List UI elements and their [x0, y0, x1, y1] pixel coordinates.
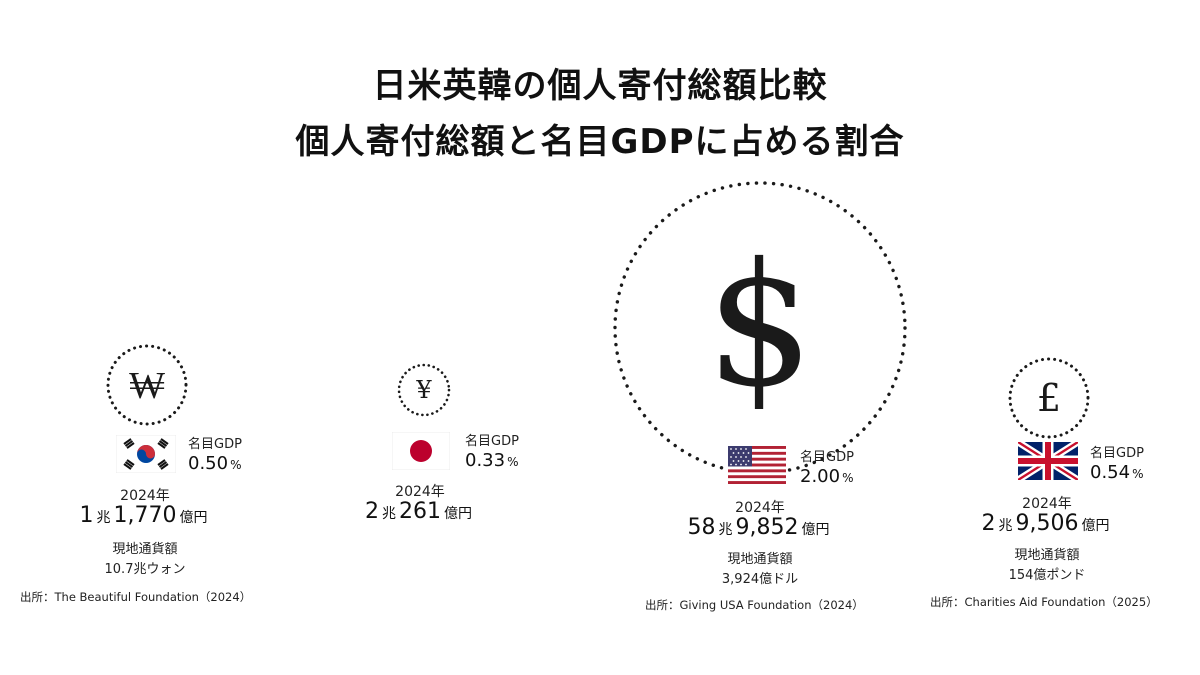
korea-gdp-label: 名目GDP	[188, 437, 242, 452]
korea-amount: 1 兆 1,770 億円	[79, 503, 208, 528]
pound-icon: £	[1036, 376, 1062, 420]
japan-gdp-label: 名目GDP	[465, 434, 519, 449]
usa-flag-icon	[728, 446, 786, 488]
korea-currency-ring: ₩	[105, 343, 189, 427]
uk-currency-ring: £	[1007, 356, 1091, 440]
usa-local-currency: 現地通貨額 3,924億ドル	[721, 552, 799, 587]
korea-source: 出所：The Beautiful Foundation（2024）	[20, 590, 252, 604]
usa-amount: 58 兆 9,852 億円	[687, 515, 830, 540]
uk-flag-icon	[1016, 439, 1080, 484]
japan-gdp-value: 0.33%	[465, 450, 519, 471]
usa-currency-ring: $	[612, 180, 908, 476]
korea-gdp-value: 0.50%	[188, 453, 242, 474]
korea-flag-icon	[115, 434, 177, 477]
japan-year: 2024年	[395, 484, 445, 500]
usa-gdp-value: 2.00%	[800, 466, 854, 487]
uk-year: 2024年	[1022, 496, 1072, 512]
korea-local-currency: 現地通貨額 10.7兆ウォン	[104, 542, 186, 577]
usa-source: 出所：Giving USA Foundation（2024）	[645, 598, 864, 612]
uk-gdp-value: 0.54%	[1090, 462, 1144, 483]
japan-currency-ring: ¥	[397, 363, 451, 417]
usa-gdp-label: 名目GDP	[800, 450, 854, 465]
uk-local-currency: 現地通貨額 154億ポンド	[1008, 548, 1086, 583]
chart-title: 日米英韓の個人寄付総額比較	[372, 66, 828, 106]
japan-amount: 2 兆 261 億円	[365, 499, 472, 524]
yen-icon: ¥	[416, 376, 432, 404]
japan-flag-icon	[391, 431, 451, 474]
uk-source: 出所：Charities Aid Foundation（2025）	[930, 595, 1158, 609]
won-icon: ₩	[129, 363, 165, 407]
uk-amount: 2 兆 9,506 億円	[981, 511, 1110, 536]
dollar-icon: $	[705, 227, 815, 425]
korea-year: 2024年	[120, 488, 170, 504]
uk-gdp-label: 名目GDP	[1090, 446, 1144, 461]
usa-year: 2024年	[735, 500, 785, 516]
chart-subtitle: 個人寄付総額と名目GDPに占める割合	[295, 122, 905, 162]
